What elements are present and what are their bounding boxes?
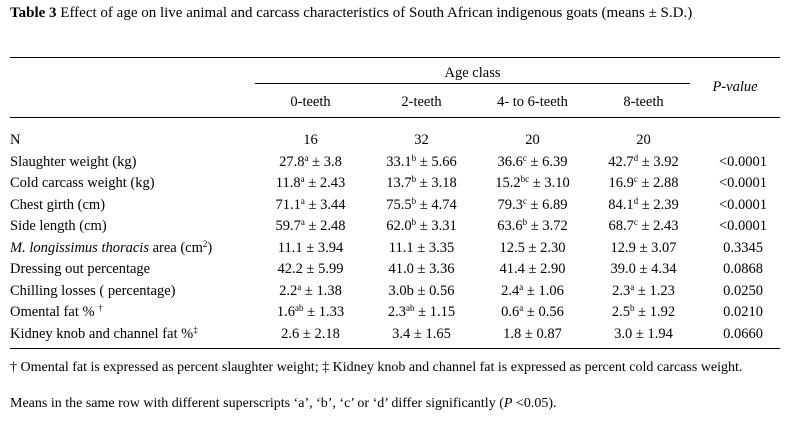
header-rule	[10, 117, 780, 118]
top-rule	[10, 57, 780, 58]
cell-value: 0.6a ± 0.56	[501, 303, 564, 321]
cell-value: 11.8a ± 2.43	[275, 174, 346, 192]
row-label: Side length (cm)	[10, 218, 107, 234]
table-title: Effect of age on live animal and carcass…	[60, 5, 693, 21]
cell-value: 32	[414, 132, 429, 148]
cell-value: 71.1a ± 3.44	[275, 195, 346, 213]
cell-value: 13.7b ± 3.18	[386, 174, 457, 192]
cell-value: 42.7d ± 3.92	[608, 152, 679, 170]
table-row: Kidney knob and channel fat %‡ 2.6 ± 2.18…	[10, 324, 787, 346]
table-label: Table 3	[10, 5, 57, 21]
column-header-0-teeth: 0-teeth	[290, 94, 331, 110]
table-row: Cold carcass weight (kg) 11.8a ± 2.43 13.7…	[10, 173, 787, 195]
cell-value: 39.0 ± 4.34	[610, 261, 677, 277]
column-header-4-6-teeth: 4- to 6-teeth	[497, 94, 568, 110]
cell-value: 3.0b ± 0.56	[388, 282, 455, 299]
row-label: N	[10, 132, 21, 148]
table-row: Dressing out percentage 42.2 ± 5.99 41.0 ±…	[10, 259, 787, 281]
p-value-cell	[699, 130, 787, 152]
cell-value: 12.5 ± 2.30	[499, 239, 566, 256]
cell-value: 75.5b ± 4.74	[386, 195, 457, 213]
cell-value: 15.2bc ± 3.10	[495, 174, 570, 192]
row-label: Kidney knob and channel fat %‡	[10, 324, 198, 342]
column-header-8-teeth: 8-teeth	[623, 94, 664, 110]
table-row: N 16 32 20 20	[10, 130, 787, 152]
cell-value: 3.4 ± 1.65	[392, 325, 451, 342]
p-value-cell: <0.0001	[718, 175, 768, 191]
row-label: Omental fat % †	[10, 303, 103, 321]
table-row: Chilling losses ( percentage) 2.2a ± 1.38…	[10, 281, 787, 303]
p-value-cell: 0.0868	[723, 261, 763, 277]
cell-value: 79.3c ± 6.89	[497, 195, 568, 213]
cell-value: 63.6b ± 3.72	[497, 217, 568, 235]
cell-value: 1.8 ± 0.87	[503, 325, 562, 342]
cell-value: 84.1d ± 2.39	[608, 195, 679, 213]
footnote-significance: Means in the same row with different sup…	[10, 396, 557, 411]
table-row: Slaughter weight (kg) 27.8a ± 3.8 33.1b ± …	[10, 152, 787, 174]
cell-value: 62.0b ± 3.31	[386, 217, 457, 235]
cell-value: 11.1 ± 3.35	[388, 239, 455, 256]
cell-value: 2.3ab ± 1.15	[387, 303, 456, 321]
cell-value: 2.2a ± 1.38	[279, 281, 342, 299]
row-label: Chest girth (cm)	[10, 196, 106, 213]
bottom-rule	[10, 348, 780, 349]
p-value-cell: 0.0250	[723, 282, 763, 299]
cell-value: 2.6 ± 2.18	[281, 325, 340, 342]
row-label: M. longissimus thoracis area (cm2)	[10, 238, 213, 256]
p-value-cell: <0.0001	[718, 196, 768, 213]
cell-value: 16	[303, 132, 318, 148]
p-value-cell: <0.0001	[718, 153, 768, 170]
age-class-header: Age class	[444, 65, 501, 81]
row-label: Slaughter weight (kg)	[10, 153, 137, 170]
cell-value: 2.5b ± 1.92	[611, 303, 676, 321]
row-label: Chilling losses ( percentage)	[10, 282, 176, 299]
cell-value: 1.6ab ± 1.33	[276, 303, 345, 321]
cell-value: 2.3a ± 1.23	[612, 281, 675, 299]
data-table: N 16 32 20 20 Slaughter weight (kg) 27.8a ± 3.…	[10, 130, 787, 345]
cell-value: 41.0 ± 3.36	[388, 261, 455, 277]
cell-value: 3.0 ± 1.94	[614, 325, 673, 342]
table-row: Side length (cm) 59.7a ± 2.48 62.0b ± 3.31…	[10, 216, 787, 238]
row-label: Dressing out percentage	[10, 261, 151, 277]
cell-value: 59.7a ± 2.48	[275, 217, 346, 235]
cell-value: 20	[636, 132, 651, 148]
footnote-fat-definitions: † Omental fat is expressed as percent sl…	[10, 360, 743, 375]
cell-value: 12.9 ± 3.07	[610, 239, 677, 256]
cell-value: 2.4a ± 1.06	[501, 281, 564, 299]
cell-value: 16.9c ± 2.88	[608, 174, 679, 192]
cell-value: 11.1 ± 3.94	[277, 239, 344, 256]
cell-value: 42.2 ± 5.99	[277, 261, 344, 277]
cell-value: 68.7c ± 2.43	[608, 217, 679, 235]
cell-value: 36.6c ± 6.39	[497, 152, 568, 170]
age-class-rule	[255, 83, 690, 84]
table-row: Chest girth (cm) 71.1a ± 3.44 75.5b ± 4.74…	[10, 195, 787, 217]
cell-value: 20	[525, 132, 540, 148]
table-caption: Table 3 Effect of age on live animal and…	[10, 4, 780, 23]
row-label: Cold carcass weight (kg)	[10, 175, 155, 191]
table-row: Omental fat % † 1.6ab ± 1.33 2.3ab ± 1.15 0…	[10, 302, 787, 324]
p-value-cell: 0.0660	[723, 325, 763, 342]
p-value-cell: <0.0001	[718, 218, 768, 234]
table-row: M. longissimus thoracis area (cm2) 11.1 ±…	[10, 238, 787, 260]
column-header-2-teeth: 2-teeth	[401, 94, 442, 110]
cell-value: 27.8a ± 3.8	[279, 152, 342, 170]
cell-value: 33.1b ± 5.66	[386, 152, 457, 170]
p-value-cell: 0.3345	[723, 239, 763, 256]
p-value-cell: 0.0210	[723, 304, 763, 320]
cell-value: 41.4 ± 2.90	[499, 261, 566, 277]
column-header-p-value: P-value	[712, 79, 758, 95]
